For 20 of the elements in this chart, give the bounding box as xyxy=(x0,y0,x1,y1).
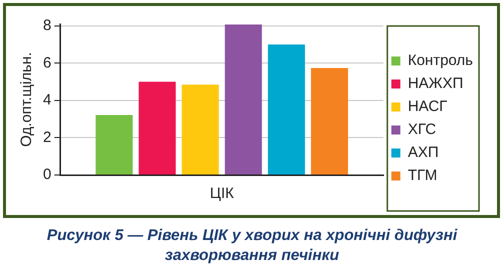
bar xyxy=(182,84,219,174)
y-tick-label: 0 xyxy=(43,166,52,184)
text: Рисунок 5 — Рівень ЦІК у хворих на хронічні дифузні захворювання печінки xyxy=(46,226,458,266)
bar xyxy=(268,44,305,174)
y-axis-title: Од.опт.щільн. xyxy=(18,52,36,147)
bar xyxy=(138,82,176,174)
y-tick-label: 8 xyxy=(43,17,52,34)
bar xyxy=(310,68,348,174)
legend-label: ХГС xyxy=(408,121,436,138)
bar xyxy=(224,24,262,174)
bar xyxy=(96,114,133,174)
y-tick-label: 2 xyxy=(43,128,52,146)
y-tick-label: 4 xyxy=(43,92,52,109)
x-tick-label: ЦІК xyxy=(210,185,234,202)
legend-label: Контроль xyxy=(408,52,474,70)
legend-label: НАСГ xyxy=(408,98,448,116)
y-tick-label: 6 xyxy=(43,54,52,72)
legend-label: НАЖХП xyxy=(408,75,464,92)
legend-label: АХП xyxy=(408,144,439,162)
legend-label: ТГМ xyxy=(408,167,438,184)
